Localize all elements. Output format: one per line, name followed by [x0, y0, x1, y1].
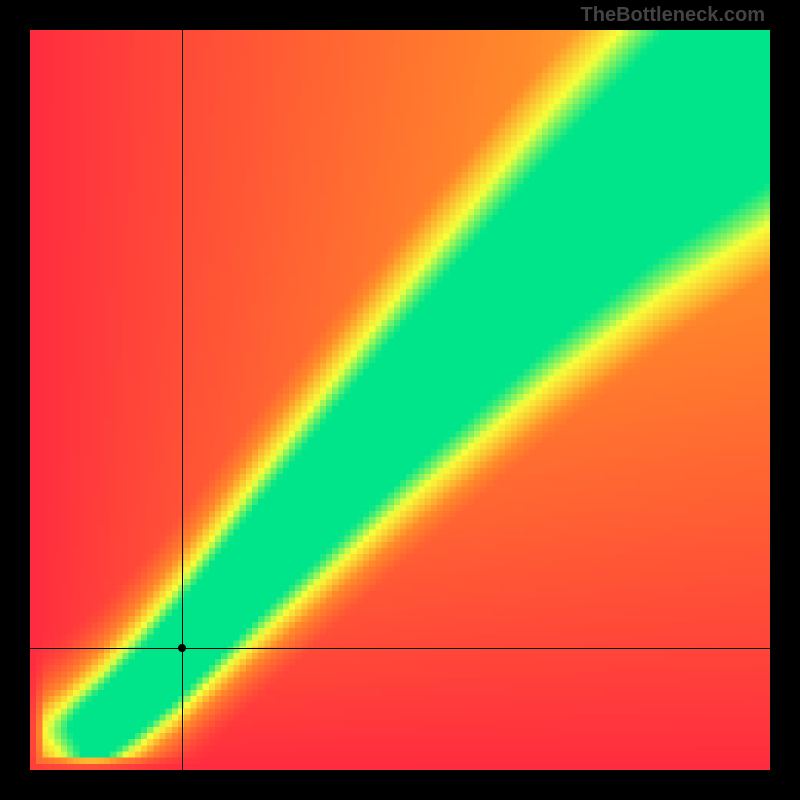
- heatmap-canvas: [30, 30, 770, 770]
- watermark-text: TheBottleneck.com: [581, 4, 765, 27]
- selection-point: [178, 644, 186, 652]
- bottleneck-heatmap: [30, 30, 770, 770]
- crosshair-vertical: [182, 30, 183, 770]
- crosshair-horizontal: [30, 648, 770, 649]
